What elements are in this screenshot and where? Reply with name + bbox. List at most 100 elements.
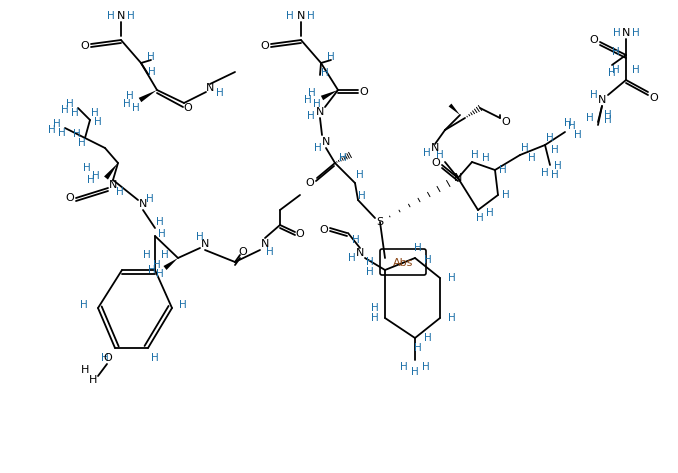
Text: H: H — [586, 113, 594, 123]
Text: O: O — [306, 178, 315, 188]
Text: O: O — [66, 193, 75, 203]
Text: H: H — [521, 143, 529, 153]
Text: H: H — [151, 353, 159, 363]
Text: N: N — [322, 137, 330, 147]
Text: H: H — [80, 300, 88, 310]
Text: H: H — [612, 47, 620, 57]
Text: N: N — [139, 199, 147, 209]
Text: N: N — [297, 11, 305, 21]
Text: H: H — [143, 250, 151, 260]
Text: H: H — [286, 11, 294, 21]
Text: H: H — [486, 208, 494, 218]
Text: O: O — [260, 41, 269, 51]
Text: H: H — [604, 110, 612, 120]
Text: N: N — [598, 95, 606, 105]
Text: H: H — [424, 333, 432, 343]
Text: H: H — [400, 362, 408, 372]
Text: H: H — [83, 163, 91, 173]
Text: H: H — [321, 68, 329, 78]
Text: O: O — [319, 225, 328, 235]
Text: H: H — [423, 148, 431, 158]
Text: H: H — [471, 150, 479, 160]
Text: H: H — [91, 108, 99, 118]
Text: H: H — [123, 99, 131, 109]
Text: N: N — [108, 180, 117, 190]
Text: N: N — [431, 143, 439, 153]
Text: H: H — [304, 95, 312, 105]
Text: H: H — [146, 194, 154, 204]
Text: H: H — [92, 171, 100, 181]
Text: H: H — [58, 128, 66, 138]
Text: H: H — [266, 247, 274, 257]
Text: H: H — [127, 11, 135, 21]
Text: O: O — [359, 87, 368, 97]
Text: H: H — [608, 68, 616, 78]
Text: H: H — [414, 243, 422, 253]
Polygon shape — [163, 258, 178, 270]
Text: H: H — [81, 365, 89, 375]
Text: H: H — [156, 269, 164, 279]
Text: N: N — [206, 83, 214, 93]
Text: H: H — [101, 353, 109, 363]
Text: H: H — [422, 362, 430, 372]
Text: H: H — [612, 65, 620, 75]
Text: H: H — [448, 313, 456, 323]
Text: H: H — [71, 108, 79, 118]
Text: N: N — [622, 28, 630, 38]
Text: O: O — [502, 117, 511, 127]
Text: O: O — [239, 247, 247, 257]
Text: O: O — [104, 353, 113, 363]
Text: H: H — [107, 11, 115, 21]
Polygon shape — [321, 90, 338, 100]
Text: O: O — [81, 41, 89, 51]
Text: N: N — [356, 248, 364, 258]
Text: H: H — [554, 161, 562, 171]
Text: H: H — [153, 260, 161, 270]
Polygon shape — [139, 90, 157, 102]
Text: H: H — [313, 99, 321, 109]
Text: H: H — [73, 129, 81, 139]
Text: H: H — [179, 300, 187, 310]
Text: H: H — [307, 111, 315, 121]
Text: H: H — [66, 99, 74, 109]
Text: O: O — [590, 35, 599, 45]
Text: H: H — [53, 119, 61, 129]
Text: H: H — [358, 191, 366, 201]
Text: H: H — [356, 170, 364, 180]
Text: O: O — [296, 229, 304, 239]
Text: H: H — [613, 28, 621, 38]
Text: N: N — [201, 239, 210, 249]
Text: H: H — [366, 267, 374, 277]
Text: H: H — [339, 153, 347, 163]
Text: H: H — [564, 118, 572, 128]
Text: H: H — [476, 213, 484, 223]
Text: H: H — [568, 121, 576, 131]
Polygon shape — [449, 104, 460, 115]
Text: H: H — [414, 343, 422, 353]
Text: H: H — [161, 250, 169, 260]
Text: H: H — [78, 138, 86, 148]
Text: N: N — [117, 11, 125, 21]
Text: H: H — [436, 150, 444, 160]
Text: H: H — [352, 235, 360, 245]
Text: H: H — [148, 67, 156, 77]
Text: H: H — [366, 257, 374, 267]
Text: H: H — [327, 52, 335, 62]
Text: H: H — [61, 105, 69, 115]
Text: H: H — [546, 133, 554, 143]
Text: H: H — [116, 187, 124, 197]
Text: H: H — [158, 229, 166, 239]
Text: H: H — [156, 217, 164, 227]
Text: H: H — [499, 165, 507, 175]
Text: H: H — [48, 125, 56, 135]
Text: H: H — [551, 145, 559, 155]
Text: O: O — [432, 158, 441, 168]
Text: H: H — [314, 143, 322, 153]
Text: S: S — [376, 217, 384, 227]
Text: H: H — [541, 168, 549, 178]
Text: H: H — [132, 103, 140, 113]
Text: H: H — [551, 170, 559, 180]
Text: H: H — [348, 253, 356, 263]
Text: H: H — [502, 190, 510, 200]
Text: H: H — [448, 273, 456, 283]
